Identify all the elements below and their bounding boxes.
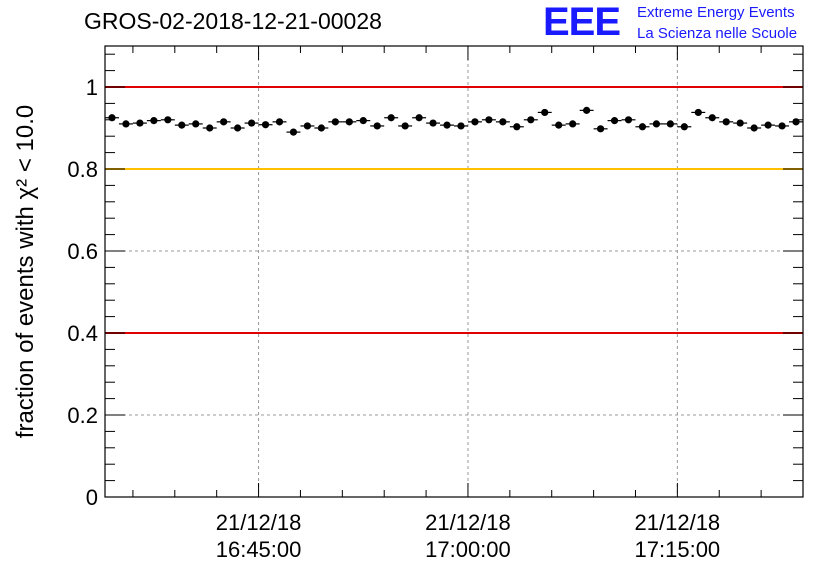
data-point [275,118,284,126]
data-point [694,108,702,117]
x-tick-label-date: 21/12/18 [635,510,721,535]
logo-line-1: Extreme Energy Events [637,4,795,21]
y-tick-label: 0.8 [67,157,98,182]
y-tick-label: 0.6 [67,239,98,264]
data-point [122,120,130,128]
data-point [610,117,619,125]
data-point [387,114,395,122]
data-point [178,121,186,129]
data-point [192,120,200,128]
data-point [624,116,633,124]
data-point [108,114,116,122]
x-tick-label-date: 21/12/18 [425,510,511,535]
y-tick-label: 1 [86,75,98,100]
x-tick-label-time: 16:45:00 [216,537,302,562]
data-point [373,122,381,130]
data-point [401,122,409,130]
data-point [457,122,465,130]
plot-frame [104,45,804,498]
data-point [471,118,479,126]
data-point [499,118,507,126]
data-point [359,117,367,125]
y-tick-label: 0.2 [67,403,98,428]
data-point [261,121,270,129]
data-point [764,121,772,129]
y-tick-label: 0.4 [67,321,98,346]
data-point [652,120,661,128]
chart-title: GROS-02-2018-12-21-00028 [84,8,382,34]
data-point [666,120,674,128]
data-point [317,124,325,132]
data-point [722,118,730,126]
data-point [596,125,605,133]
data-point [541,108,549,117]
data-point [234,124,242,132]
data-point [708,114,716,122]
data-point [583,106,591,114]
x-tick-label-date: 21/12/18 [216,510,302,535]
data-point [206,124,214,132]
data-point [638,123,647,131]
x-tick-label-time: 17:00:00 [425,537,511,562]
data-point [513,123,521,131]
data-point [247,119,256,127]
data-point [680,123,688,131]
data-point [555,121,563,129]
x-tick-label-time: 17:15:00 [635,537,721,562]
data-point [150,117,158,125]
y-tick-label: 0 [86,485,98,510]
y-axis-label: fraction of events with χ² < 10.0 [12,105,39,438]
data-point [220,118,228,126]
data-point [527,116,535,124]
logo-line-2: La Scienza nelle Scuole [637,25,798,42]
data-point [443,121,451,129]
data-point [136,119,144,127]
data-point [289,128,298,136]
data-point [778,122,786,130]
data-point [415,114,423,122]
data-point [429,119,437,127]
data-point [569,120,577,128]
data-point [792,118,800,126]
data-point [736,119,744,127]
data-point [345,118,353,126]
data-point [485,116,493,124]
eee-logo: EEE [543,0,621,44]
data-point [331,118,339,126]
data-point [164,116,172,124]
data-point [303,122,312,130]
data-point [750,124,758,132]
